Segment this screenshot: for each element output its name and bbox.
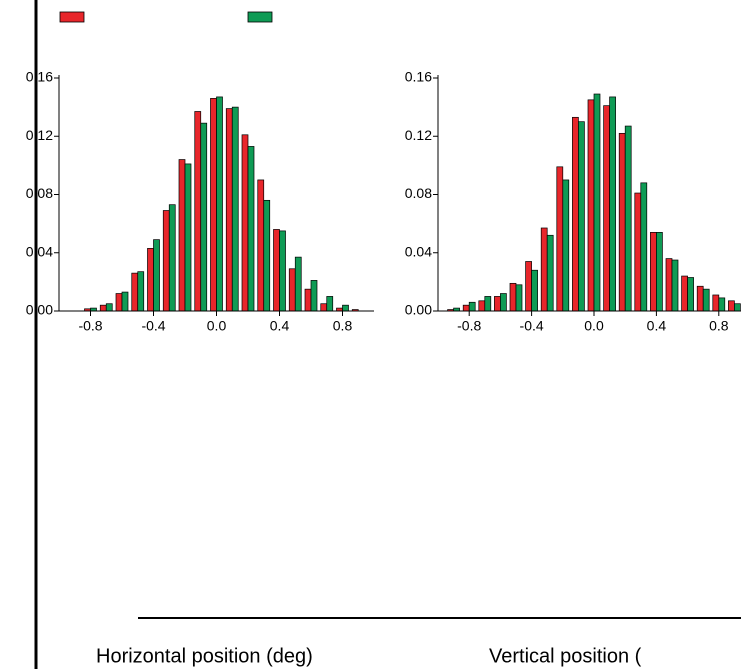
bar <box>671 259 679 312</box>
bar <box>184 163 192 312</box>
bar <box>702 288 710 312</box>
bar <box>531 269 538 312</box>
x-tick-label: 0.4 <box>647 318 667 334</box>
bar <box>320 303 328 312</box>
bar <box>494 296 501 312</box>
y-tick-label: 0.12 <box>405 127 432 143</box>
y-tick-label: 0.00 <box>405 302 432 318</box>
bar <box>650 232 657 312</box>
bar <box>718 297 726 312</box>
bar <box>484 296 492 312</box>
bar <box>515 284 523 312</box>
bar <box>279 230 286 312</box>
bar <box>468 301 476 312</box>
bar <box>656 232 663 312</box>
bar <box>665 258 673 312</box>
bar <box>115 293 123 312</box>
bar <box>147 248 154 312</box>
bar <box>618 132 626 312</box>
bar <box>478 300 486 312</box>
bar <box>216 96 223 312</box>
y-tick-label: 0.08 <box>405 185 432 201</box>
y-tick-label: 0.04 <box>26 243 53 259</box>
bar <box>178 159 186 312</box>
y-tick-label: 0.12 <box>26 127 53 143</box>
bar <box>640 182 648 312</box>
bar <box>194 111 202 312</box>
bar <box>525 261 532 312</box>
bar <box>257 179 265 312</box>
x-tick-label: 0.0 <box>207 318 227 334</box>
x-tick-label: -0.4 <box>141 318 165 334</box>
bar <box>310 280 318 312</box>
bar <box>247 146 255 312</box>
bar <box>462 304 470 312</box>
bar <box>546 234 554 312</box>
bar <box>225 108 233 312</box>
bar <box>294 256 302 312</box>
axis-title: Horizontal position (deg) <box>96 645 313 667</box>
bar <box>681 275 688 312</box>
x-tick-label: -0.4 <box>520 318 544 334</box>
bar <box>231 106 239 312</box>
bar <box>572 116 579 312</box>
bar <box>210 98 217 312</box>
x-tick-label: -0.8 <box>457 318 481 334</box>
y-tick-label: 0.16 <box>405 69 432 85</box>
bar <box>696 285 704 312</box>
bar <box>304 288 312 312</box>
bar <box>153 239 160 312</box>
legend-swatch <box>247 11 273 23</box>
bar <box>593 93 601 312</box>
bar <box>99 304 107 312</box>
x-tick-label: 0.4 <box>270 318 290 334</box>
bar <box>609 96 616 312</box>
bar <box>587 99 595 312</box>
bar <box>121 291 129 312</box>
bar <box>734 303 741 312</box>
y-tick-label: 0.00 <box>26 302 53 318</box>
bar <box>162 210 170 312</box>
bar <box>105 303 113 312</box>
bar <box>342 304 349 312</box>
bar <box>603 105 610 312</box>
x-tick-label: 0.8 <box>333 318 353 334</box>
axis-title: Vertical position ( <box>489 645 642 667</box>
y-tick-label: 0.08 <box>26 185 53 201</box>
bar <box>509 282 517 312</box>
x-tick-label: 0.8 <box>709 318 729 334</box>
y-tick-label: 0.16 <box>26 69 53 85</box>
bar <box>500 293 507 312</box>
bar <box>578 121 585 312</box>
bar <box>200 122 208 312</box>
bar <box>326 296 334 312</box>
bar <box>273 229 280 312</box>
legend-swatch <box>59 11 85 23</box>
bar <box>624 125 632 312</box>
bar <box>540 227 548 312</box>
bar <box>556 166 564 312</box>
bar <box>263 199 271 312</box>
bar <box>137 271 145 312</box>
bar <box>712 294 720 312</box>
bar <box>687 277 694 312</box>
bar <box>131 272 139 312</box>
x-tick-label: -0.8 <box>78 318 102 334</box>
bar <box>168 204 176 312</box>
y-tick-label: 0.04 <box>405 243 432 259</box>
bar <box>634 192 642 312</box>
x-tick-label: 0.0 <box>584 318 604 334</box>
bar <box>241 134 249 312</box>
bar <box>728 300 735 312</box>
bar <box>562 179 570 312</box>
bar <box>288 268 296 312</box>
